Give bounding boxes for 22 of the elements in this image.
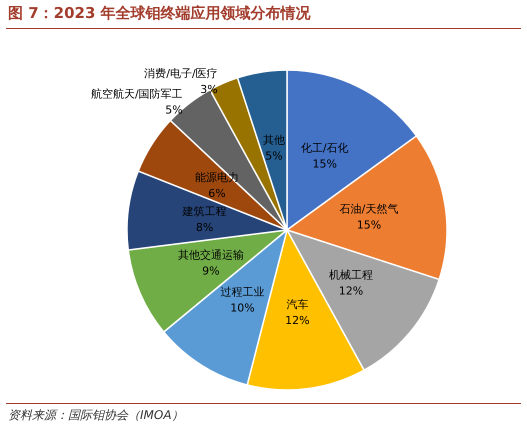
data-label: 8% [196, 221, 214, 234]
slice-label: 消费/电子/医疗 [144, 66, 218, 80]
data-label: 9% [202, 264, 220, 278]
data-label: 12% [285, 314, 310, 327]
slice-label: 汽车 [286, 298, 308, 311]
slice-label: 过程工业 [220, 286, 265, 299]
text: 资料来源：国际钼协会（IMOA） [8, 407, 184, 424]
data-label: 5% [265, 150, 283, 163]
data-label: 6% [208, 187, 226, 200]
slice-label: 其他交通运输 [178, 248, 244, 262]
data-label: 10% [230, 302, 255, 315]
slice-label: 其他 [263, 134, 286, 147]
data-label: 12% [338, 284, 364, 298]
chart-title: 图 7：2023 年全球钼终端应用领域分布情况 [8, 4, 311, 23]
slice-label: 建筑工程 [182, 205, 227, 218]
slice-label: 石油/天然气 [340, 202, 398, 216]
slice-label: 航空航天/国防军工 [90, 87, 183, 100]
slice-label: 化工/石化 [300, 142, 349, 155]
data-label: 15% [312, 158, 337, 171]
slice-label: 机械工程 [328, 268, 373, 282]
data-label: 15% [356, 218, 382, 232]
data-label: 5% [165, 103, 183, 116]
